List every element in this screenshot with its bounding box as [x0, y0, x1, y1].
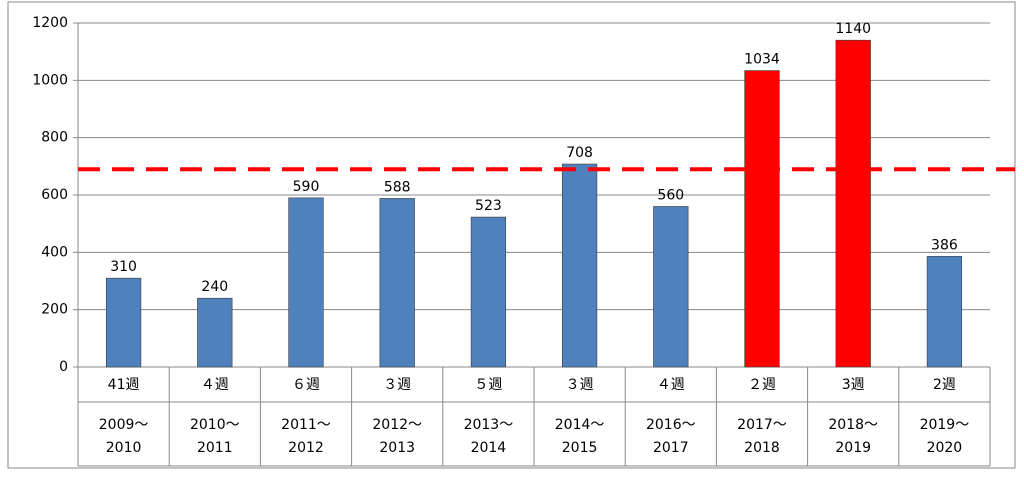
data-label: 523 — [475, 198, 502, 214]
data-label: 588 — [384, 179, 411, 195]
week-label: ５週 — [474, 377, 502, 393]
week-label: ３週 — [383, 377, 411, 393]
bar — [379, 198, 415, 368]
data-label: 708 — [566, 145, 593, 161]
x-tick-label: 2013～ — [464, 417, 514, 433]
x-tick-label: 2012 — [288, 440, 324, 456]
week-label: 3週 — [842, 377, 865, 393]
bar — [926, 256, 963, 368]
chart-frame — [7, 1, 1016, 469]
x-tick-label: 2019 — [835, 440, 871, 456]
week-label: ２週 — [748, 377, 776, 393]
week-label: 41週 — [108, 377, 140, 393]
data-label: 310 — [110, 259, 137, 275]
x-tick-label: 2014 — [471, 440, 507, 456]
x-tick-label: 2011～ — [281, 417, 331, 433]
x-tick-label: 2016～ — [646, 417, 696, 433]
bar — [470, 216, 507, 368]
x-tick-label: 2018 — [744, 440, 780, 456]
x-tick-label: 2020 — [927, 440, 963, 456]
x-tick-label: 2012～ — [372, 417, 422, 433]
data-label: 1140 — [835, 21, 871, 37]
data-label: 590 — [293, 179, 320, 195]
bar — [561, 163, 598, 368]
data-label: 1034 — [744, 52, 780, 68]
y-tick-label: 1200 — [32, 15, 68, 31]
x-tick-label: 2017～ — [737, 417, 787, 433]
x-tick-label: 2013 — [379, 440, 415, 456]
y-tick-label: 600 — [41, 187, 68, 203]
y-tick-label: 0 — [59, 359, 68, 375]
week-label: ３週 — [566, 377, 594, 393]
week-label: ４週 — [657, 377, 685, 393]
week-label: ６週 — [292, 377, 320, 393]
x-tick-label: 2018～ — [828, 417, 878, 433]
bar — [288, 197, 324, 368]
x-tick-label: 2010 — [106, 440, 142, 456]
bar — [105, 277, 142, 368]
data-label: 560 — [657, 187, 684, 203]
x-tick-label: 2014～ — [555, 417, 605, 433]
x-tick-label: 2010～ — [190, 417, 240, 433]
y-tick-label: 1000 — [32, 72, 68, 88]
x-tick-label: 2011 — [197, 440, 233, 456]
y-tick-label: 200 — [41, 302, 68, 318]
data-label: 386 — [931, 237, 958, 253]
y-tick-label: 400 — [41, 244, 68, 260]
week-label: 2週 — [933, 377, 956, 393]
week-label: ４週 — [201, 377, 229, 393]
x-tick-label: 2015 — [562, 440, 598, 456]
y-tick-label: 800 — [41, 130, 68, 146]
data-label: 240 — [201, 279, 228, 295]
x-tick-label: 2009～ — [99, 417, 149, 433]
x-tick-label: 2019～ — [920, 417, 970, 433]
x-tick-label: 2017 — [653, 440, 689, 456]
bar — [653, 206, 689, 368]
bar — [835, 39, 871, 368]
bar — [744, 70, 780, 368]
bar — [197, 297, 233, 368]
